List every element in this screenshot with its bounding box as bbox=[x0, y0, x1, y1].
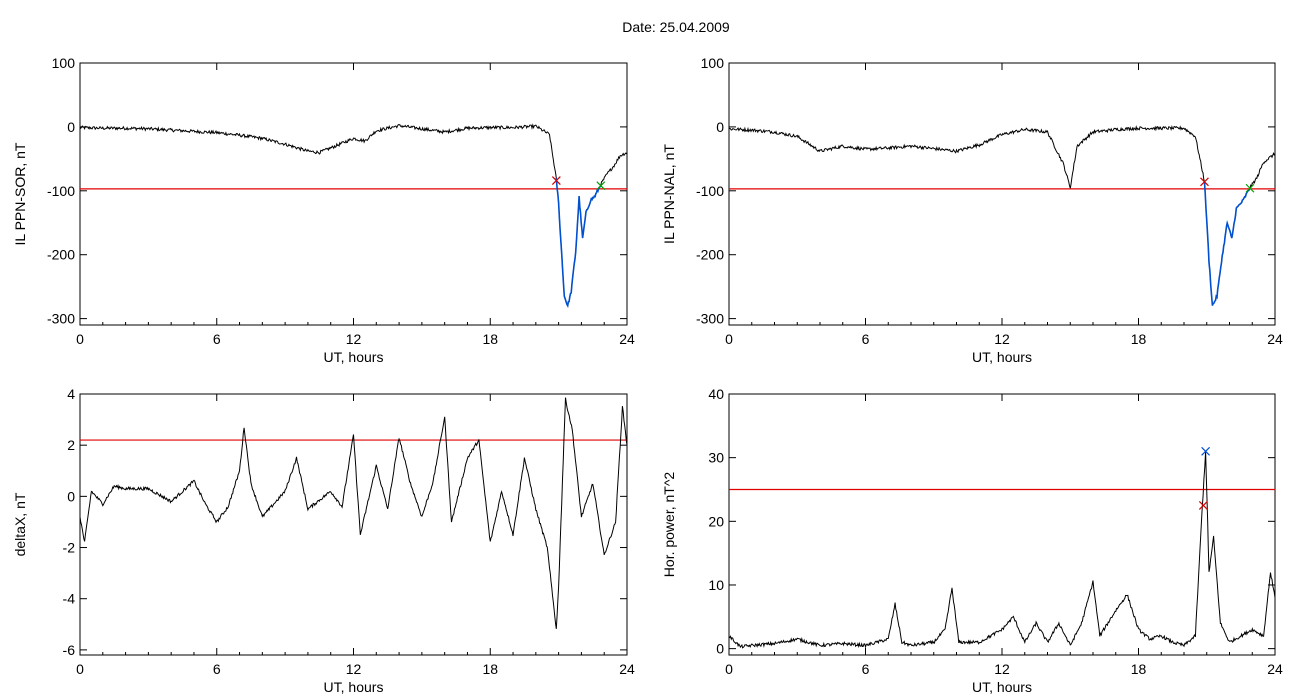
y-tick-label: 10 bbox=[708, 577, 724, 593]
x-tick-label: 0 bbox=[76, 661, 84, 677]
x-tick-label: 6 bbox=[213, 661, 221, 677]
highlight-segment bbox=[1203, 182, 1251, 306]
y-tick-label: -6 bbox=[63, 642, 76, 658]
x-tick-label: 12 bbox=[994, 661, 1010, 677]
y-tick-label: -200 bbox=[696, 247, 724, 263]
x-tick-label: 6 bbox=[213, 331, 221, 347]
x-tick-label: 6 bbox=[862, 331, 870, 347]
y-tick-label: -2 bbox=[63, 540, 76, 556]
x-axis-title: UT, hours bbox=[972, 679, 1032, 695]
series-trace bbox=[728, 451, 1276, 649]
y-axis-title: IL PPN-SOR, nT bbox=[12, 142, 28, 245]
plot-frame bbox=[79, 62, 628, 326]
x-tick-label: 12 bbox=[346, 661, 362, 677]
y-tick-label: 30 bbox=[708, 450, 724, 466]
event-marker bbox=[1245, 183, 1255, 193]
y-tick-label: 2 bbox=[67, 437, 75, 453]
x-tick-label: 12 bbox=[994, 331, 1010, 347]
y-axis-title: IL PPN-NAL, nT bbox=[661, 144, 677, 244]
y-tick-label: 40 bbox=[708, 386, 724, 402]
x-axis-title: UT, hours bbox=[972, 349, 1032, 365]
series-trace bbox=[728, 124, 1276, 306]
y-tick-label: 4 bbox=[67, 386, 75, 402]
y-tick-label: 20 bbox=[708, 513, 724, 529]
x-tick-label: 12 bbox=[346, 331, 362, 347]
x-tick-label: 24 bbox=[1267, 661, 1283, 677]
event-marker bbox=[1198, 500, 1208, 510]
y-tick-label: -300 bbox=[696, 311, 724, 327]
x-tick-label: 0 bbox=[725, 661, 733, 677]
y-tick-label: -200 bbox=[47, 247, 75, 263]
y-tick-label: -4 bbox=[63, 591, 76, 607]
y-tick-label: 100 bbox=[52, 55, 76, 71]
event-marker bbox=[1201, 446, 1211, 456]
x-axis-title: UT, hours bbox=[324, 349, 384, 365]
y-tick-label: 0 bbox=[716, 119, 724, 135]
x-tick-label: 6 bbox=[862, 661, 870, 677]
x-tick-label: 24 bbox=[619, 661, 635, 677]
x-tick-label: 24 bbox=[619, 331, 635, 347]
y-tick-label: -300 bbox=[47, 311, 75, 327]
event-marker bbox=[596, 181, 606, 191]
panel-hor-power: 0 6 12 18 24 0 10 20 30 40 UT, hours Hor. power, nT… bbox=[661, 386, 1283, 695]
plot-frame bbox=[79, 393, 628, 656]
y-axis-title: Hor. power, nT^2 bbox=[661, 472, 677, 578]
x-tick-label: 0 bbox=[76, 331, 84, 347]
x-axis-title: UT, hours bbox=[324, 679, 384, 695]
y-axis-title: deltaX, nT bbox=[12, 492, 28, 556]
series-trace bbox=[79, 397, 628, 629]
x-tick-label: 18 bbox=[1131, 661, 1147, 677]
y-tick-label: -100 bbox=[696, 183, 724, 199]
chart-date-title: Date: 25.04.2009 bbox=[622, 19, 730, 35]
y-tick-label: 100 bbox=[701, 55, 725, 71]
x-tick-label: 18 bbox=[1131, 331, 1147, 347]
x-tick-label: 0 bbox=[725, 331, 733, 347]
y-tick-label: 0 bbox=[67, 488, 75, 504]
event-marker bbox=[1200, 177, 1209, 187]
x-tick-label: 18 bbox=[482, 331, 498, 347]
y-tick-label: 0 bbox=[67, 119, 75, 135]
plot-frame bbox=[728, 62, 1276, 326]
series-trace bbox=[79, 123, 628, 308]
highlight-segment bbox=[555, 177, 602, 309]
y-tick-label: -100 bbox=[47, 183, 75, 199]
x-tick-label: 18 bbox=[482, 661, 498, 677]
y-tick-label: 0 bbox=[716, 641, 724, 657]
panel-il-ppn-sor: 0 6 12 18 24 -300 -200 -100 0 100 UT, hours IL PPN-… bbox=[12, 55, 635, 365]
event-marker bbox=[551, 176, 561, 186]
panel-il-ppn-nal: 0 6 12 18 24 -300 -200 -100 0 100 UT, hours IL PPN-… bbox=[661, 55, 1283, 365]
plot-frame bbox=[728, 393, 1276, 656]
x-tick-label: 24 bbox=[1267, 331, 1283, 347]
